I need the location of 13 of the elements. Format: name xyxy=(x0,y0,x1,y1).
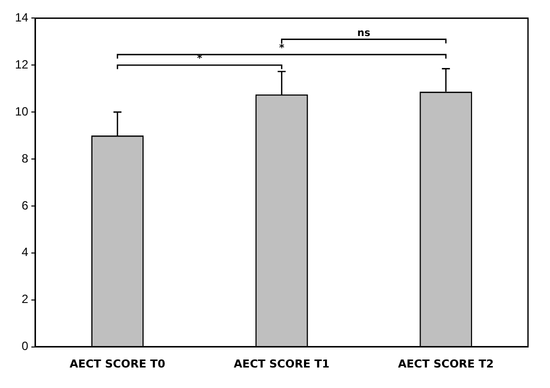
y-tick-label: 10 xyxy=(14,104,29,118)
annotation: * xyxy=(279,43,286,54)
y-tick-label: 0 xyxy=(22,339,29,354)
x-tick-label: AECT SCORE T2 xyxy=(398,357,494,370)
y-tick-label: 4 xyxy=(22,245,29,260)
y-tick-label: 12 xyxy=(14,57,29,72)
y-tick-label: 6 xyxy=(22,198,29,212)
y-tick-label: 8 xyxy=(22,151,29,166)
y-tick-label: 2 xyxy=(22,292,29,306)
x-tick-label: AECT SCORE T0 xyxy=(70,357,166,370)
y-tick-label: 14 xyxy=(14,10,29,25)
x-tick-label: AECT SCORE T1 xyxy=(234,357,330,370)
annotation: ns xyxy=(357,28,370,39)
